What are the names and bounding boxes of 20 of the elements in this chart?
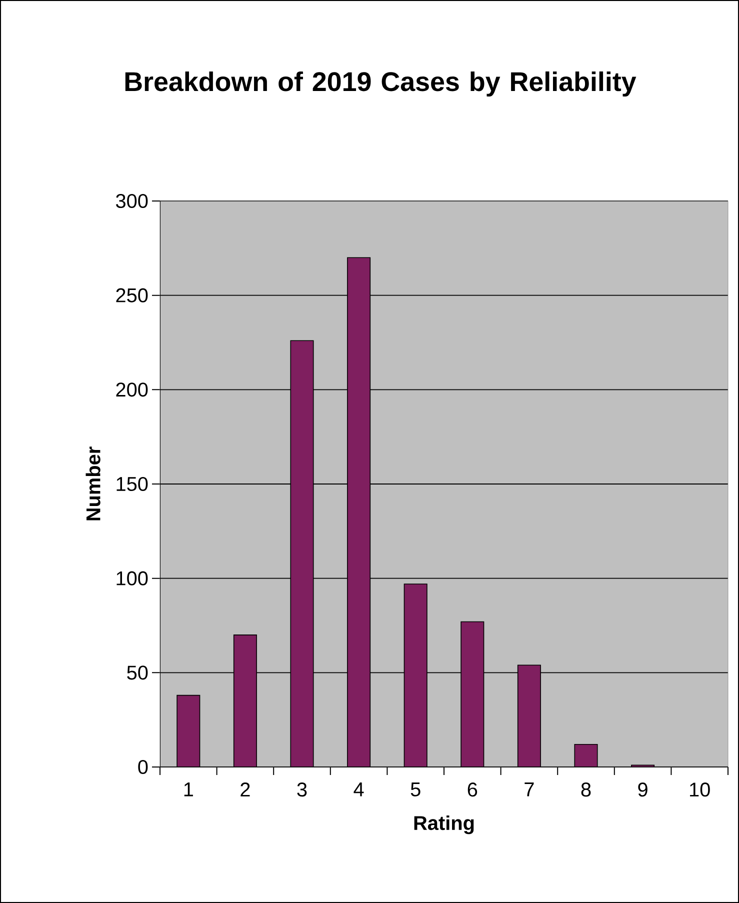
y-tick-label: 150 xyxy=(116,476,148,492)
x-axis-title: Rating xyxy=(414,815,474,834)
x-tick-label: 2 xyxy=(240,782,250,796)
x-tick-label: 6 xyxy=(468,782,478,797)
x-tick-label: 3 xyxy=(297,782,307,797)
y-tick-label: 200 xyxy=(116,382,148,397)
x-tick-label: 9 xyxy=(638,782,648,797)
y-tick-label: 300 xyxy=(116,194,148,208)
y-tick-label: 0 xyxy=(138,760,148,774)
y-tick-label: 50 xyxy=(127,666,148,680)
x-tick-label: 4 xyxy=(354,782,364,796)
y-tick-label: 250 xyxy=(116,288,148,302)
x-tick-label: 1 xyxy=(184,782,193,796)
x-tick-label: 8 xyxy=(581,782,591,797)
y-axis-title: Number xyxy=(86,446,100,520)
x-tick-label: 5 xyxy=(410,782,420,796)
x-tick-label: 7 xyxy=(524,782,534,796)
x-tick-label: 10 xyxy=(690,782,710,797)
y-tick-label: 100 xyxy=(116,571,148,586)
chart-title: Breakdown of 2019 Cases by Reliability xyxy=(125,71,636,97)
